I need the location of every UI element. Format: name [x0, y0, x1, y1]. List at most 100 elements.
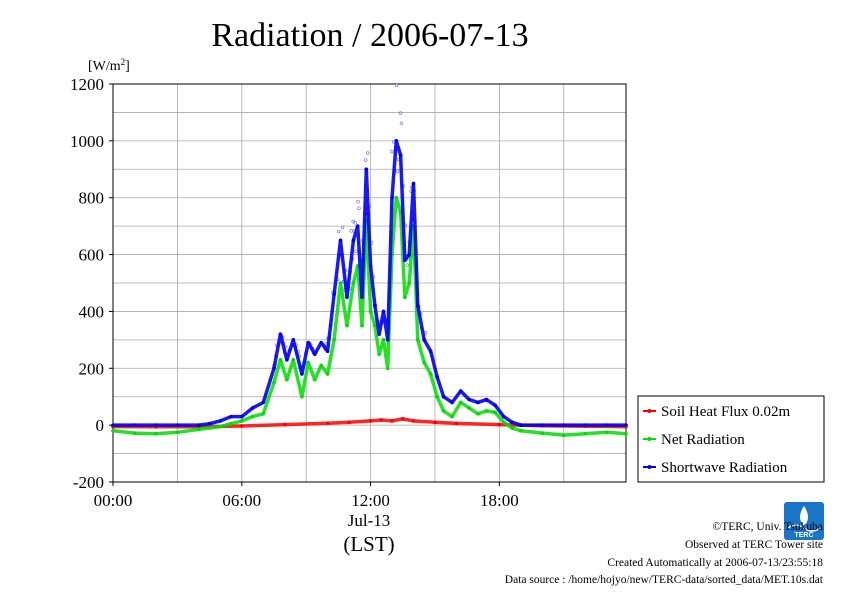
- y-tick-label: 1200: [70, 75, 104, 94]
- series-point: [368, 264, 373, 268]
- series-point: [435, 394, 439, 399]
- series-point: [239, 424, 244, 428]
- series-point: [519, 423, 523, 427]
- series-point: [229, 421, 233, 426]
- legend-label: Net Radiation: [661, 432, 745, 448]
- series-point: [261, 411, 266, 416]
- series-point: [360, 295, 364, 300]
- source-text: Data source : /home/hojyo/new/TERC-data/…: [505, 574, 824, 586]
- wave-icon: [787, 524, 821, 532]
- series-point: [435, 375, 439, 379]
- series-point: [272, 366, 276, 371]
- raw-sample-point: [398, 111, 403, 115]
- series-point: [390, 195, 394, 200]
- series-point: [497, 422, 502, 427]
- series-point: [604, 423, 609, 427]
- series-point: [364, 167, 369, 172]
- raw-sample-point: [394, 83, 399, 88]
- x-date-label: Jul-13: [348, 511, 391, 530]
- x-axis-title: (LST): [343, 532, 394, 556]
- series-point: [207, 421, 212, 426]
- series-point: [197, 427, 201, 432]
- series-point: [540, 423, 545, 427]
- series-point: [540, 431, 545, 435]
- x-axis: 00:00 06:00 12:00 18:00: [94, 482, 519, 510]
- series-point: [239, 414, 244, 419]
- series-point: [351, 281, 356, 285]
- series-point: [476, 400, 480, 405]
- series-point: [291, 338, 296, 342]
- series-point: [312, 377, 317, 382]
- series-point: [351, 238, 356, 243]
- series-point: [325, 349, 330, 354]
- series-point: [467, 397, 472, 402]
- series-point: [450, 414, 454, 419]
- plot-frame: [112, 83, 627, 483]
- series-point: [400, 417, 405, 421]
- series-point: [624, 431, 628, 436]
- series-point: [325, 421, 330, 425]
- x-tick-label: 06:00: [222, 491, 261, 510]
- water-drop-icon: [800, 506, 808, 526]
- x-tick-label: 12:00: [351, 491, 390, 510]
- created-text: Created Automatically at 2006-07-13/23:5…: [607, 557, 823, 569]
- series-point: [493, 403, 497, 408]
- series-point: [345, 323, 349, 328]
- series-point: [373, 303, 377, 308]
- series-point: [561, 433, 566, 437]
- legend-label: Soil Heat Flux 0.02m: [661, 404, 791, 420]
- series-point: [345, 295, 349, 300]
- series-point: [347, 420, 351, 425]
- raw-sample-point: [365, 151, 370, 155]
- series-point: [403, 295, 407, 300]
- series-point: [403, 258, 407, 263]
- series-point: [476, 411, 480, 416]
- x-tick-label: 18:00: [480, 491, 519, 510]
- series-point: [454, 421, 459, 426]
- series-lines: [111, 139, 628, 437]
- series-point: [415, 338, 420, 342]
- logo-text: TERC: [794, 532, 813, 539]
- y-tick-label: 400: [79, 302, 105, 321]
- series-point: [250, 414, 255, 419]
- series-point: [510, 420, 515, 425]
- credit-text: ©TERC, Univ. Tsukuba: [713, 521, 823, 533]
- series-point: [312, 352, 317, 356]
- series-point: [428, 372, 433, 376]
- series-point: [319, 363, 324, 368]
- raw-sample-point: [395, 169, 400, 173]
- y-tick-label: 600: [79, 246, 105, 265]
- series-point: [385, 366, 390, 371]
- series-point: [484, 397, 489, 402]
- series-point: [154, 423, 158, 427]
- legend: Soil Heat Flux 0.02m Net Radiation Shortwa…: [637, 395, 825, 483]
- series-point: [422, 338, 427, 342]
- y-tick-label: -200: [73, 473, 104, 492]
- raw-sample-point: [356, 200, 360, 204]
- series-point: [604, 430, 609, 435]
- raw-sample-point: [357, 206, 361, 210]
- series-point: [458, 400, 463, 405]
- series-point: [583, 423, 588, 427]
- series-point: [484, 409, 489, 413]
- series-point: [132, 431, 137, 435]
- series-point: [411, 419, 416, 423]
- series-point: [306, 360, 311, 365]
- series-point: [390, 419, 394, 423]
- y-axis: 1200 1000 800 600 400 200 0 -200: [70, 75, 113, 492]
- series-point: [407, 281, 412, 285]
- y-unit-label: [W/m2]: [88, 57, 130, 74]
- series-point: [379, 418, 384, 422]
- series-point: [394, 195, 399, 200]
- series-point: [355, 224, 360, 228]
- series-point: [300, 372, 304, 376]
- series-point: [278, 332, 283, 336]
- legend-label: Shortwave Radiation: [661, 460, 788, 476]
- series-point: [368, 419, 373, 423]
- series-point: [501, 420, 506, 425]
- series-point: [175, 423, 180, 427]
- series-point: [285, 377, 289, 382]
- series-point: [493, 410, 497, 415]
- raw-sample-point: [340, 225, 345, 230]
- series-point: [239, 419, 244, 423]
